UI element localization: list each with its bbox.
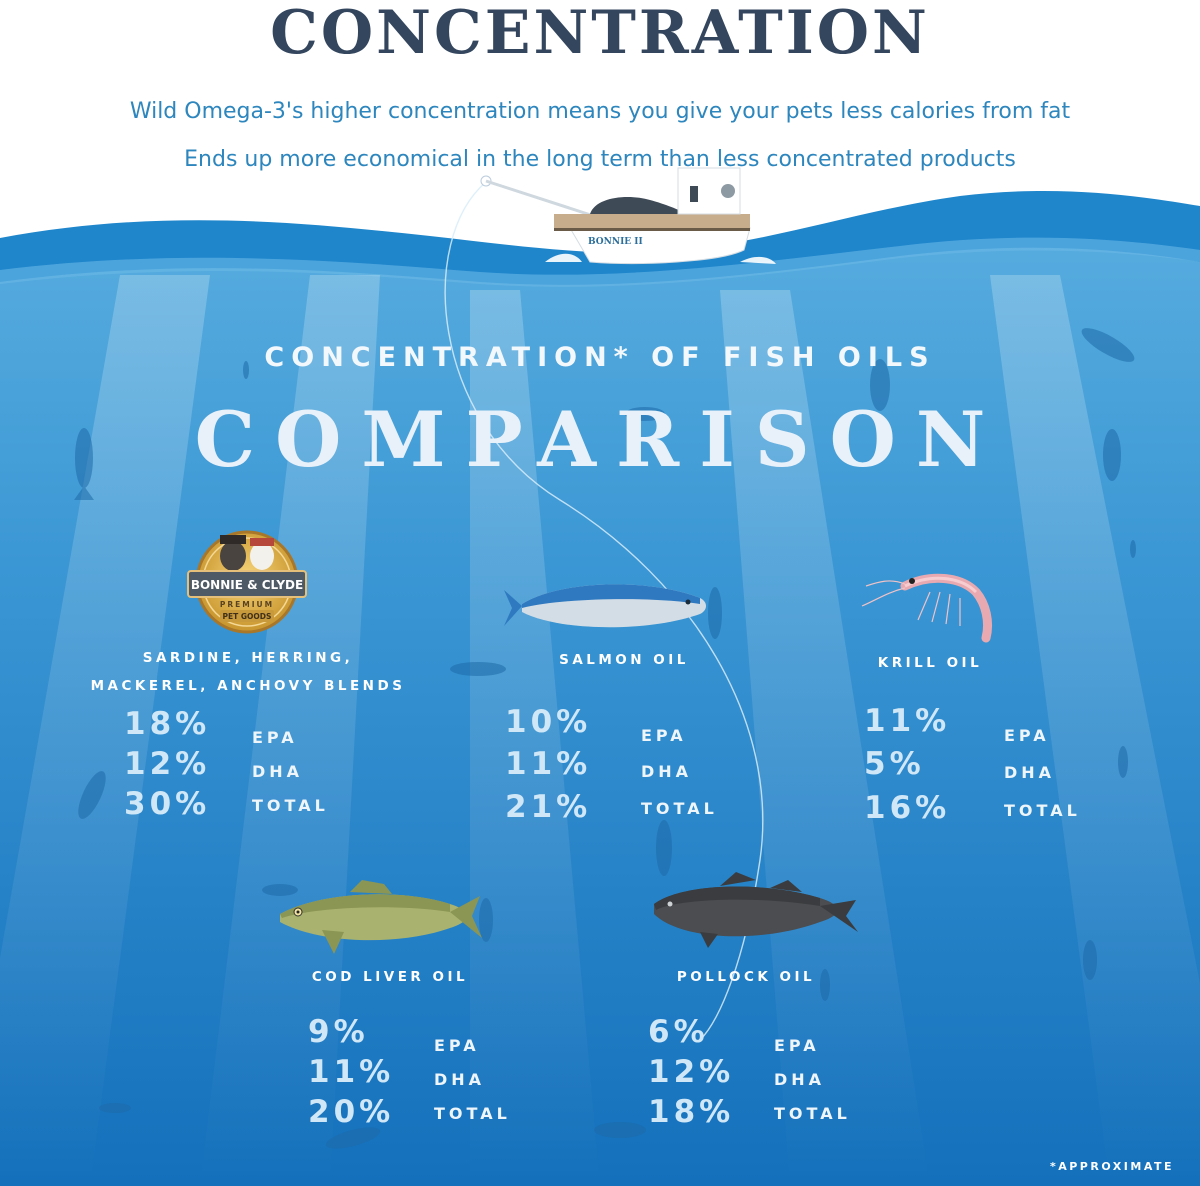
cod-epa-label: EPA [434, 1036, 480, 1055]
comparison-heading: COMPARISON [194, 395, 1006, 484]
subtitle-line-2: Ends up more economical in the long term… [184, 147, 1016, 172]
salmon-epa-value: 10% [505, 704, 592, 740]
salmon-icon [504, 584, 706, 628]
svg-text:PREMIUM: PREMIUM [220, 600, 274, 609]
pollock-icon [654, 872, 858, 948]
cod-dha-label: DHA [434, 1070, 486, 1089]
blends-epa-label: EPA [252, 728, 298, 747]
section-heading: CONCENTRATION* OF FISH OILS [264, 342, 936, 373]
pollock-total-label: TOTAL [774, 1104, 851, 1123]
cod-total-value: 20% [308, 1094, 395, 1130]
blends-total-label: TOTAL [252, 796, 329, 815]
product-label-cod: COD LIVER OIL [311, 969, 469, 985]
salmon-epa-label: EPA [641, 726, 687, 745]
svg-text:PET GOODS: PET GOODS [223, 612, 272, 621]
krill-dha-value: 5% [864, 746, 925, 782]
product-label-blends-line2: MACKEREL, ANCHOVY BLENDS [90, 678, 406, 694]
cod-epa-value: 9% [308, 1014, 369, 1050]
krill-epa-value: 11% [864, 703, 951, 739]
pollock-epa-label: EPA [774, 1036, 820, 1055]
cod-total-label: TOTAL [434, 1104, 511, 1123]
cod-icon [280, 880, 482, 954]
svg-text:BONNIE II: BONNIE II [588, 237, 643, 247]
product-label-blends-line1: SARDINE, HERRING, [142, 650, 354, 666]
krill-total-label: TOTAL [1004, 801, 1081, 820]
salmon-dha-label: DHA [641, 762, 693, 781]
salmon-total-value: 21% [505, 789, 592, 825]
salmon-dha-value: 11% [505, 746, 592, 782]
background-fish [74, 328, 1136, 1149]
krill-dha-label: DHA [1004, 763, 1056, 782]
product-label-krill: KRILL OIL [877, 655, 983, 671]
product-label-salmon: SALMON OIL [559, 652, 689, 668]
pollock-epa-value: 6% [648, 1014, 709, 1050]
blends-dha-value: 12% [124, 746, 211, 782]
light-rays [0, 275, 1200, 1186]
salmon-total-label: TOTAL [641, 799, 718, 818]
subtitle-line-1: Wild Omega-3's higher concentration mean… [129, 99, 1071, 124]
blends-total-value: 30% [124, 786, 211, 822]
pollock-dha-label: DHA [774, 1070, 826, 1089]
blends-epa-value: 18% [124, 706, 211, 742]
svg-text:BONNIE & CLYDE: BONNIE & CLYDE [191, 578, 303, 592]
krill-total-value: 16% [864, 790, 951, 826]
bonnie-clyde-logo: BONNIE & CLYDE PREMIUM PET GOODS [187, 530, 307, 634]
cod-dha-value: 11% [308, 1054, 395, 1090]
page-title: CONCENTRATION [270, 0, 930, 68]
blends-dha-label: DHA [252, 762, 304, 781]
krill-epa-label: EPA [1004, 726, 1050, 745]
boat-icon: BONNIE II [485, 167, 751, 264]
product-label-pollock: POLLOCK OIL [676, 969, 816, 985]
footnote: *APPROXIMATE [1049, 1160, 1174, 1173]
krill-icon [861, 573, 993, 643]
pollock-total-value: 18% [648, 1094, 735, 1130]
pollock-dha-value: 12% [648, 1054, 735, 1090]
